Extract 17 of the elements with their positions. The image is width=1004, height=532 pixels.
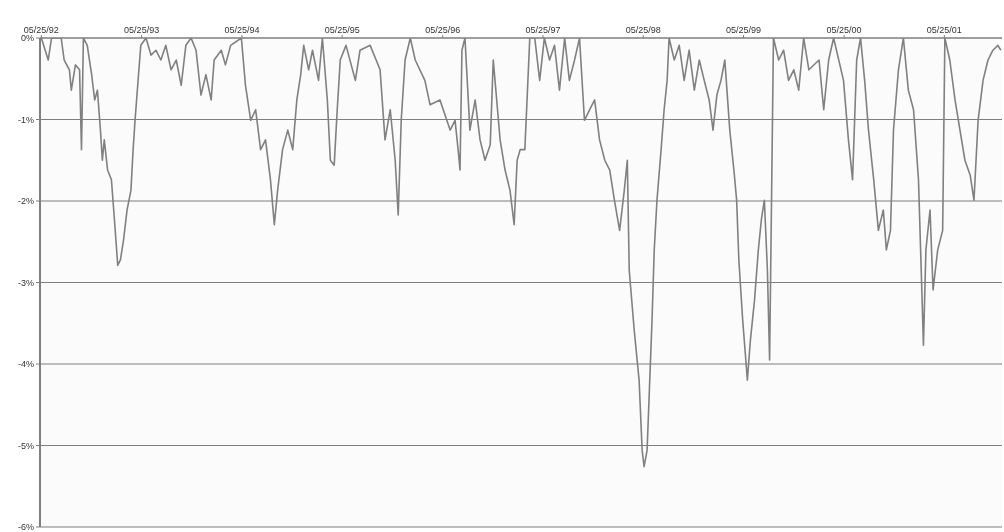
y-tick-label: -3% (17, 277, 34, 288)
x-tick-label: 05/25/93 (124, 25, 160, 35)
x-tick-label: 05/25/98 (625, 25, 661, 35)
x-tick-label: 05/25/95 (324, 25, 360, 35)
x-tick-label: 05/25/94 (224, 25, 260, 35)
y-tick-label: -1% (17, 114, 34, 125)
x-tick-label: 05/25/96 (425, 25, 461, 35)
y-tick-label: -5% (17, 440, 34, 451)
y-tick-label: -4% (17, 359, 34, 370)
x-tick-label: 05/25/01 (926, 25, 962, 35)
y-tick-label: -6% (17, 522, 34, 532)
x-tick-label: 05/25/99 (725, 25, 762, 35)
x-tick-label: 05/25/92 (23, 25, 59, 35)
y-tick-label: -2% (17, 196, 34, 207)
x-tick-label: 05/25/00 (826, 25, 862, 35)
y-tick-label: 0% (20, 33, 34, 44)
x-tick-label: 05/25/97 (525, 25, 561, 35)
